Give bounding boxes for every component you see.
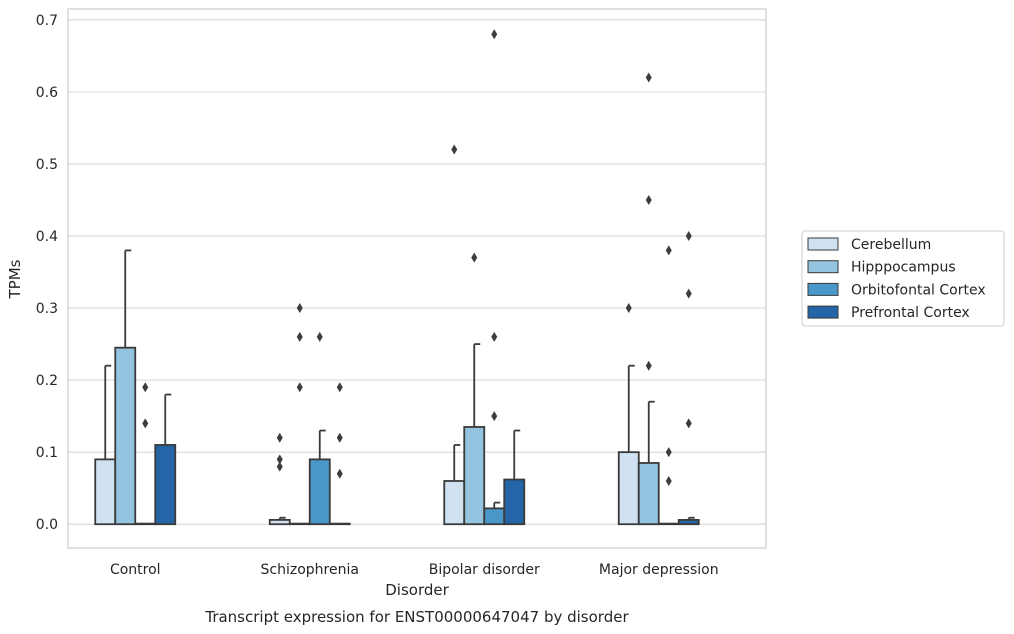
legend: Cerebellum Hipppocampus Orbitofontal Corte… (801, 230, 1005, 327)
y-tick-label: 0.2 (36, 373, 58, 389)
bar (134, 522, 157, 526)
outlier-point (491, 411, 498, 422)
y-tick-label: 0.4 (36, 229, 58, 245)
outlier-point (276, 454, 283, 465)
bar (443, 480, 466, 526)
chart-caption: Transcript expression for ENST0000064704… (204, 608, 629, 626)
outlier-point (665, 447, 672, 458)
outlier-point (685, 230, 692, 241)
legend-swatch (807, 260, 839, 274)
outlier-point (296, 303, 303, 314)
x-tick-label: Major depression (599, 562, 719, 578)
legend-swatch (807, 282, 839, 296)
gridlines (68, 19, 766, 525)
bar (483, 507, 506, 526)
bar (657, 522, 680, 526)
outlier-point (336, 382, 343, 393)
outlier-point (665, 245, 672, 256)
outlier-point (296, 382, 303, 393)
y-tick-label: 0.7 (36, 13, 58, 29)
outliers (142, 29, 692, 486)
bar (114, 346, 137, 526)
x-tick-label: Schizophrenia (261, 562, 359, 578)
bar (94, 458, 117, 526)
x-tick-label: Control (110, 562, 161, 578)
outlier-point (142, 382, 149, 393)
outlier-point (491, 331, 498, 342)
outlier-point (685, 418, 692, 429)
x-axis-ticks: Control Schizophrenia Bipolar disorder Majo… (110, 562, 719, 578)
bar (503, 478, 526, 526)
legend-swatch (807, 237, 839, 251)
outlier-point (645, 72, 652, 83)
bars (94, 346, 700, 526)
bar (637, 462, 660, 526)
bar (154, 444, 177, 526)
outlier-point (451, 144, 458, 155)
plot-frame (67, 8, 767, 549)
bar (328, 522, 351, 526)
legend-label: Prefrontal Cortex (851, 305, 970, 321)
x-axis-label: Disorder (385, 581, 449, 599)
outlier-point (336, 468, 343, 479)
outlier-point (685, 288, 692, 299)
legend-swatch (807, 305, 839, 319)
error-bars (104, 249, 695, 520)
y-tick-label: 0.6 (36, 85, 58, 101)
outlier-point (142, 418, 149, 429)
legend-label: Cerebellum (851, 237, 931, 253)
bar (308, 458, 331, 526)
outlier-point (471, 252, 478, 263)
legend-label: Orbitofontal Cortex (851, 282, 986, 298)
outlier-point (645, 360, 652, 371)
y-tick-label: 0.3 (36, 301, 58, 317)
outlier-point (276, 432, 283, 443)
y-axis-ticks: 0.0 0.1 0.2 0.3 0.4 0.5 0.6 0.7 (36, 13, 58, 533)
outlier-point (336, 432, 343, 443)
bar (617, 451, 640, 526)
outlier-point (491, 29, 498, 40)
x-tick-label: Bipolar disorder (429, 562, 540, 578)
y-tick-label: 0.0 (36, 517, 58, 533)
outlier-point (316, 331, 323, 342)
bar (677, 518, 700, 526)
y-tick-label: 0.1 (36, 445, 58, 461)
outlier-point (296, 331, 303, 342)
outlier-point (665, 475, 672, 486)
legend-label: Hipppocampus (851, 260, 956, 276)
outlier-point (276, 461, 283, 472)
bar (268, 518, 291, 526)
y-tick-label: 0.5 (36, 157, 58, 173)
bar (463, 426, 486, 526)
outlier-point (625, 303, 632, 314)
bar (288, 522, 311, 526)
outlier-point (645, 194, 652, 205)
y-axis-label: TPMs (6, 259, 24, 299)
legend-frame (801, 230, 1005, 327)
